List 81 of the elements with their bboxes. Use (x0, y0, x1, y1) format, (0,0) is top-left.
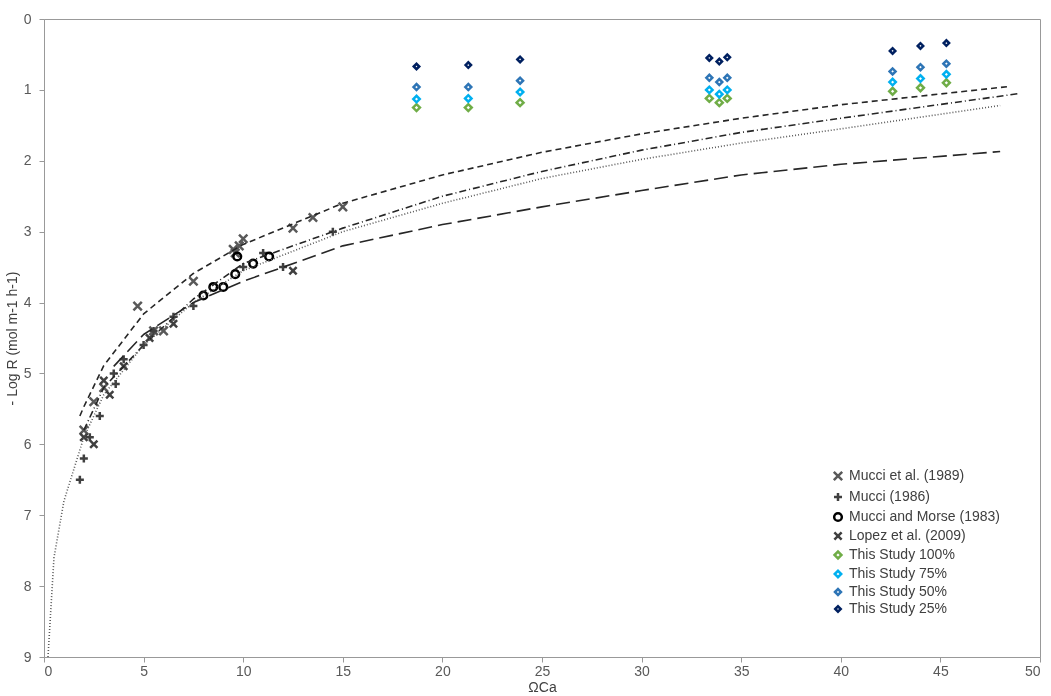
point (515, 87, 525, 97)
point (916, 62, 925, 72)
point (287, 222, 299, 234)
point (723, 53, 732, 62)
point (942, 59, 951, 68)
line-series (47, 104, 1001, 657)
x-tick-label: 30 (634, 662, 651, 679)
x-tick-label: 20 (435, 662, 451, 679)
point (187, 275, 199, 287)
point (104, 389, 115, 400)
point (411, 102, 422, 113)
x-tick-label: 5 (140, 662, 149, 679)
point (714, 89, 724, 99)
point (887, 86, 898, 96)
x-tick-label: 35 (733, 662, 750, 679)
point (516, 55, 525, 64)
point (412, 82, 421, 92)
legend-label: Mucci and Morse (1983) (849, 508, 1000, 524)
y-tick-label: 0 (23, 10, 32, 27)
point (464, 61, 473, 70)
point (463, 102, 473, 113)
y-tick-label: 3 (23, 223, 32, 240)
point (237, 233, 249, 245)
point (722, 93, 732, 104)
y-tick-label: 7 (23, 506, 32, 523)
x-tick-label: 25 (534, 662, 551, 679)
x-tick-label: 0 (44, 662, 53, 679)
point (307, 212, 319, 223)
point (264, 251, 275, 262)
point (705, 54, 714, 62)
point (941, 69, 951, 79)
x-tick-label: 10 (235, 662, 252, 679)
point (412, 62, 421, 71)
point (515, 97, 525, 108)
point (463, 93, 473, 103)
point (715, 57, 724, 66)
point (132, 300, 144, 312)
y-axis-title: - Log R (mol m-1 h-1) (3, 271, 20, 406)
point (218, 281, 229, 293)
point (88, 439, 99, 450)
legend-label: Lopez et al. (2009) (849, 527, 966, 543)
x-tick-label: 45 (933, 662, 949, 679)
legend-label: Mucci (1986) (849, 488, 930, 504)
point (464, 82, 473, 92)
point (515, 76, 525, 85)
y-tick-label: 6 (23, 435, 32, 452)
x-tick-label: 40 (833, 662, 850, 679)
line-series (112, 150, 1001, 368)
x-axis-title: ΩCa (528, 678, 557, 695)
point (941, 78, 952, 88)
point (337, 201, 349, 213)
legend-label: This Study 75% (849, 565, 948, 581)
point (232, 251, 243, 262)
legend-label: This Study 100% (849, 546, 955, 562)
legend-label: This Study 25% (849, 600, 948, 616)
point (888, 46, 897, 55)
point (714, 97, 724, 108)
point (942, 39, 951, 48)
point (98, 375, 109, 386)
point (412, 94, 421, 104)
x-tick-label: 50 (1024, 662, 1041, 679)
point (715, 77, 724, 87)
legend-label: Mucci et al. (1989) (849, 467, 965, 483)
point (704, 93, 715, 104)
point (723, 73, 732, 83)
y-tick-label: 9 (23, 648, 32, 665)
y-tick-label: 4 (23, 294, 32, 311)
point (888, 77, 898, 87)
point (916, 41, 925, 50)
legend-label: This Study 50% (849, 583, 948, 599)
point (915, 83, 926, 93)
y-tick-label: 5 (23, 364, 32, 381)
y-tick-label: 1 (23, 81, 32, 98)
point (722, 85, 732, 95)
x-tick-label: 15 (335, 662, 352, 679)
y-tick-label: 8 (23, 577, 32, 594)
point (88, 396, 100, 408)
point (705, 73, 714, 83)
y-tick-label: 2 (23, 152, 32, 169)
point (916, 74, 925, 84)
point (704, 85, 714, 95)
